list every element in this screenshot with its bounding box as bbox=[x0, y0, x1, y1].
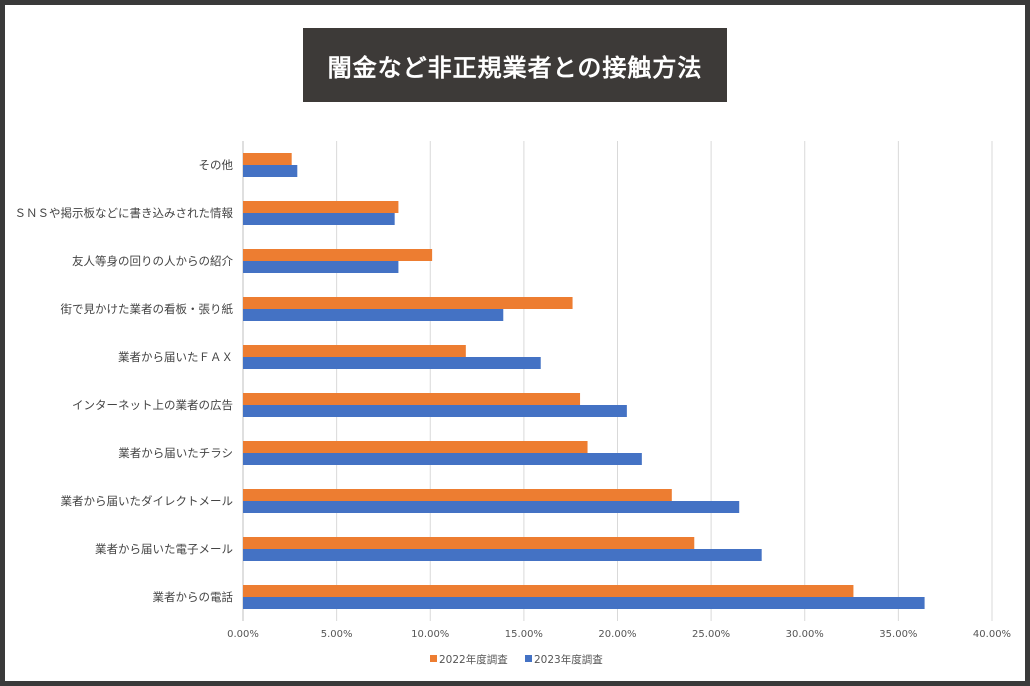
category-label: 業者から届いたダイレクトメール bbox=[61, 494, 234, 508]
legend-swatch bbox=[525, 655, 532, 662]
bar-2023 bbox=[243, 453, 642, 465]
x-tick-label: 15.00% bbox=[505, 629, 543, 640]
category-label: 業者から届いた電子メール bbox=[95, 542, 233, 556]
bar-2022 bbox=[243, 297, 573, 309]
x-tick-label: 25.00% bbox=[692, 629, 730, 640]
x-tick-label: 40.00% bbox=[973, 629, 1011, 640]
chart-title: 闇金など非正規業者との接触方法 bbox=[303, 28, 727, 102]
category-label: 業者から届いたチラシ bbox=[118, 446, 233, 460]
category-label: 友人等身の回りの人からの紹介 bbox=[72, 254, 233, 268]
legend-label: 2023年度調査 bbox=[534, 653, 603, 666]
bar-2023 bbox=[243, 501, 740, 513]
bar-2022 bbox=[243, 585, 854, 597]
bar-2022 bbox=[243, 201, 399, 213]
bar-2023 bbox=[243, 261, 399, 273]
bar-2022 bbox=[243, 489, 672, 501]
bar-2023 bbox=[243, 165, 298, 177]
category-label: その他 bbox=[199, 158, 234, 172]
bar-2022 bbox=[243, 345, 466, 357]
bar-2023 bbox=[243, 597, 925, 609]
bar-2022 bbox=[243, 441, 588, 453]
category-label: 業者から届いたＦＡＸ bbox=[118, 350, 233, 364]
bar-2023 bbox=[243, 549, 762, 561]
bar-2022 bbox=[243, 393, 581, 405]
bar-2023 bbox=[243, 213, 395, 225]
bar-2023 bbox=[243, 357, 541, 369]
x-tick-label: 10.00% bbox=[411, 629, 449, 640]
x-tick-label: 35.00% bbox=[879, 629, 917, 640]
x-tick-label: 5.00% bbox=[321, 629, 353, 640]
chart-frame bbox=[5, 5, 1025, 681]
x-tick-label: 30.00% bbox=[786, 629, 824, 640]
bar-2022 bbox=[243, 153, 292, 165]
bar-2022 bbox=[243, 537, 695, 549]
bar-2023 bbox=[243, 405, 627, 417]
legend-swatch bbox=[430, 655, 437, 662]
category-label: インターネット上の業者の広告 bbox=[72, 398, 233, 412]
x-tick-label: 20.00% bbox=[598, 629, 636, 640]
category-label: ＳＮＳや掲示板などに書き込みされた情報 bbox=[15, 206, 234, 220]
bar-2023 bbox=[243, 309, 504, 321]
legend-label: 2022年度調査 bbox=[439, 653, 508, 666]
x-tick-label: 0.00% bbox=[227, 629, 259, 640]
category-label: 街で見かけた業者の看板・張り紙 bbox=[61, 302, 234, 316]
category-label: 業者からの電話 bbox=[153, 590, 234, 604]
bar-2022 bbox=[243, 249, 433, 261]
